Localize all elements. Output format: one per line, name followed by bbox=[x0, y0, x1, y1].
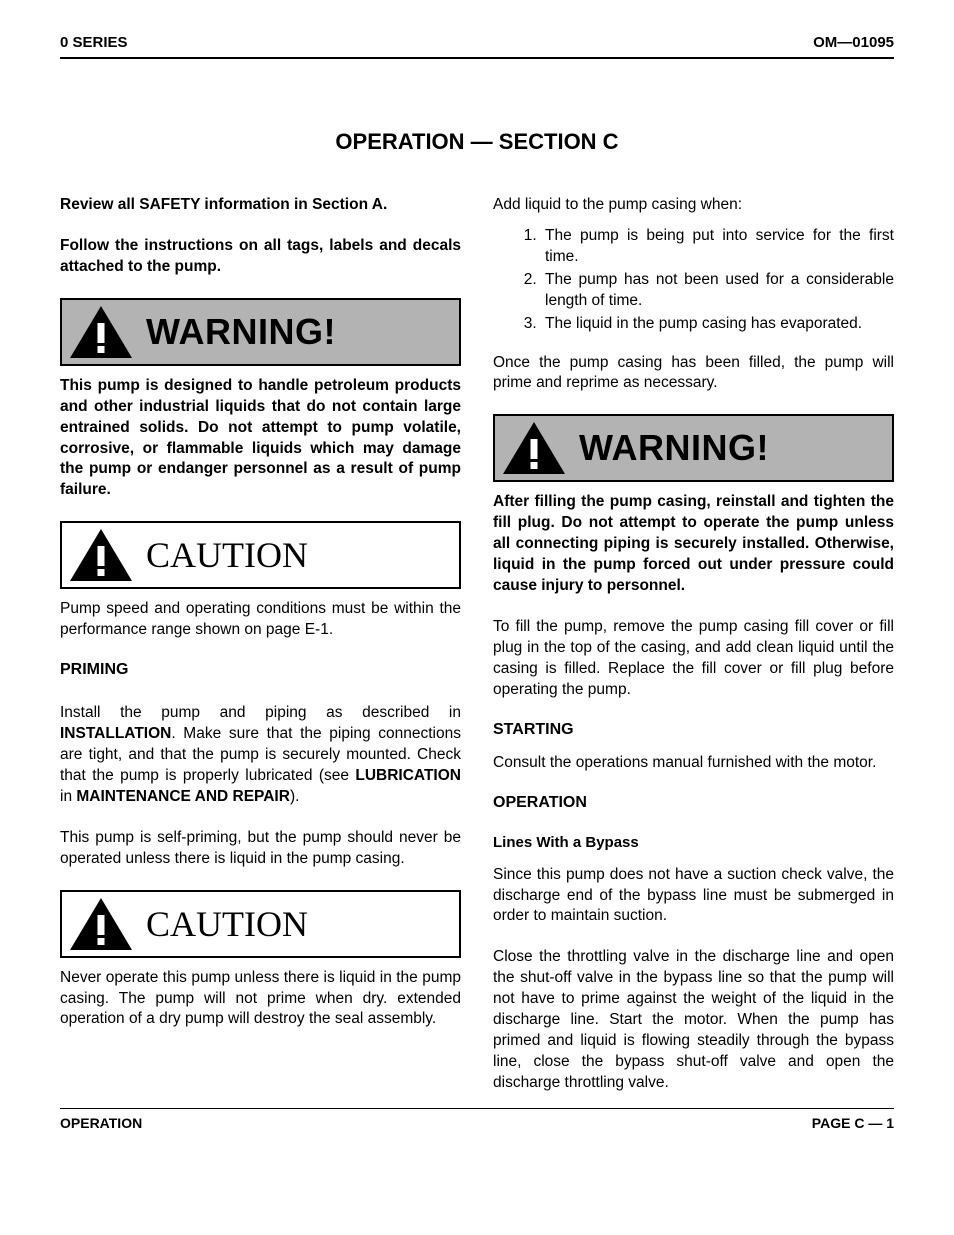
caution-box-1: CAUTION bbox=[60, 521, 461, 589]
text-span: ). bbox=[290, 788, 299, 805]
footer-right: PAGE C — 1 bbox=[812, 1115, 894, 1131]
warning-box-1: WARNING! bbox=[60, 298, 461, 366]
intro-safety: Review all SAFETY information in Section… bbox=[60, 195, 461, 216]
add-liquid-intro: Add liquid to the pump casing when: bbox=[493, 195, 894, 216]
caution-label: CAUTION bbox=[146, 903, 308, 945]
header-right: OM—01095 bbox=[813, 34, 894, 51]
page-footer: OPERATION PAGE C — 1 bbox=[60, 1108, 894, 1131]
caution-2-body: Never operate this pump unless there is … bbox=[60, 968, 461, 1031]
bypass-subheading: Lines With a Bypass bbox=[493, 834, 894, 851]
alert-triangle-icon bbox=[70, 898, 132, 950]
priming-p2: This pump is self-priming, but the pump … bbox=[60, 828, 461, 870]
operation-heading: OPERATION bbox=[493, 794, 894, 812]
ref-installation: INSTALLATION bbox=[60, 725, 171, 742]
text-span: in bbox=[60, 788, 76, 805]
bypass-p2: Close the throttling valve in the discha… bbox=[493, 947, 894, 1093]
list-item: The pump has not been used for a conside… bbox=[541, 270, 894, 312]
after-fill-para: Once the pump casing has been filled, th… bbox=[493, 353, 894, 395]
priming-p1: Install the pump and piping as described… bbox=[60, 703, 461, 808]
alert-triangle-icon bbox=[70, 529, 132, 581]
fill-instructions: To fill the pump, remove the pump casing… bbox=[493, 617, 894, 701]
header-left: 0 SERIES bbox=[60, 34, 128, 51]
warning-2-body: After filling the pump casing, reinstall… bbox=[493, 492, 894, 597]
starting-heading: STARTING bbox=[493, 721, 894, 739]
intro-tags: Follow the instructions on all tags, lab… bbox=[60, 236, 461, 278]
ref-lubrication: LUBRICATION bbox=[355, 767, 461, 784]
alert-triangle-icon bbox=[503, 422, 565, 474]
alert-triangle-icon bbox=[70, 306, 132, 358]
warning-label: WARNING! bbox=[579, 427, 769, 469]
warning-label: WARNING! bbox=[146, 311, 336, 353]
priming-heading: PRIMING bbox=[60, 661, 461, 679]
ref-maintenance: MAINTENANCE AND REPAIR bbox=[76, 788, 290, 805]
warning-box-2: WARNING! bbox=[493, 414, 894, 482]
list-item: The liquid in the pump casing has evapor… bbox=[541, 314, 894, 335]
caution-box-2: CAUTION bbox=[60, 890, 461, 958]
caution-1-body: Pump speed and operating conditions must… bbox=[60, 599, 461, 641]
page-header: 0 SERIES OM—01095 bbox=[60, 34, 894, 59]
caution-label: CAUTION bbox=[146, 534, 308, 576]
footer-left: OPERATION bbox=[60, 1115, 142, 1131]
starting-body: Consult the operations manual furnished … bbox=[493, 753, 894, 774]
text-span: Install the pump and piping as described… bbox=[60, 704, 461, 721]
add-liquid-list: The pump is being put into service for t… bbox=[493, 226, 894, 335]
bypass-p1: Since this pump does not have a suction … bbox=[493, 865, 894, 928]
list-item: The pump is being put into service for t… bbox=[541, 226, 894, 268]
content-columns: Review all SAFETY information in Section… bbox=[60, 195, 894, 1094]
warning-1-body: This pump is designed to handle petroleu… bbox=[60, 376, 461, 502]
page-title: OPERATION — SECTION C bbox=[60, 129, 894, 155]
